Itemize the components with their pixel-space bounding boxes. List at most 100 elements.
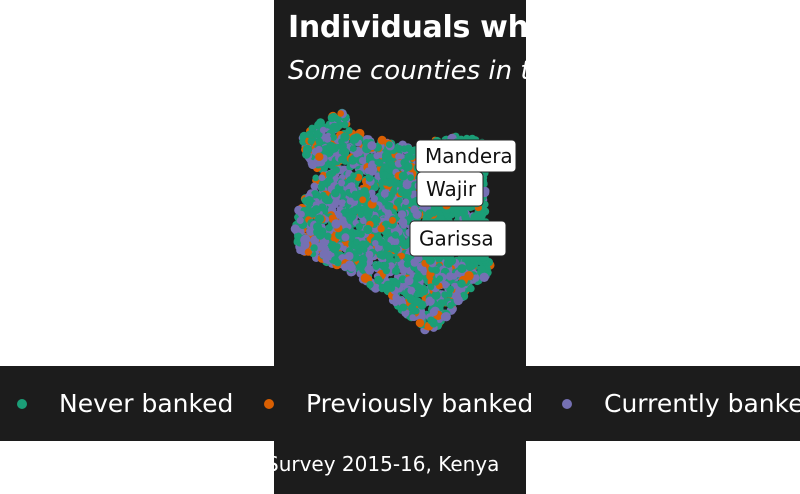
map-point	[404, 162, 413, 171]
legend-label-previously-banked: Previously banked	[306, 389, 534, 418]
map-point	[393, 198, 402, 207]
map-point	[341, 233, 350, 242]
map-point	[297, 210, 305, 218]
map-point	[368, 160, 377, 169]
map-point	[367, 141, 377, 151]
map-point	[339, 216, 347, 224]
map-point	[307, 137, 315, 145]
map-point	[373, 152, 381, 160]
map-point	[446, 291, 453, 298]
map-point	[415, 318, 425, 328]
map-point	[413, 272, 424, 282]
map-point	[372, 240, 379, 247]
map-point	[381, 262, 390, 270]
map-point	[420, 287, 429, 296]
map-point	[313, 222, 322, 232]
map-point	[430, 318, 438, 326]
map-point	[402, 180, 412, 190]
map-point	[391, 231, 400, 239]
map-point	[385, 141, 393, 149]
legend-item-previously-banked: Previously banked	[264, 366, 533, 441]
chart-caption: Survey 2015-16, Kenya	[274, 452, 500, 476]
map-point	[319, 126, 327, 134]
county-label-text: Wajir	[426, 177, 477, 201]
map-point	[338, 199, 347, 208]
map-point	[446, 285, 455, 294]
map-point	[350, 172, 357, 179]
map-point	[407, 286, 416, 295]
map-point	[425, 296, 435, 306]
map-point	[351, 190, 359, 198]
map-point	[365, 173, 374, 182]
map-point	[476, 211, 486, 221]
map-point	[464, 271, 474, 281]
map-point	[368, 189, 376, 197]
map-point	[380, 189, 389, 198]
map-point	[381, 178, 389, 186]
map-point	[353, 238, 360, 246]
map-point	[417, 300, 427, 310]
map-point	[361, 240, 370, 249]
map-point	[374, 275, 383, 285]
map-point	[410, 190, 419, 199]
legend: Never banked Previously banked Currently…	[0, 366, 800, 441]
map-point	[338, 138, 345, 145]
map-point	[372, 214, 379, 222]
map-point	[321, 195, 330, 204]
map-point	[459, 208, 469, 218]
map-point	[359, 196, 367, 204]
map-point	[341, 121, 349, 129]
map-point	[356, 261, 366, 271]
county-label-box	[409, 220, 507, 257]
map-point	[400, 239, 410, 250]
map-point	[323, 135, 332, 143]
map-point	[377, 135, 387, 145]
map-point	[337, 110, 344, 117]
map-point	[372, 263, 380, 270]
map-point	[308, 124, 316, 132]
map-point	[338, 179, 346, 187]
map-point	[332, 166, 340, 174]
map-point	[357, 211, 365, 218]
map-point	[330, 199, 339, 209]
county-label-box	[416, 171, 484, 207]
map-point	[370, 183, 379, 192]
map-point	[308, 160, 318, 170]
map-point	[324, 232, 332, 240]
map-point	[311, 205, 321, 215]
map-point	[377, 224, 385, 233]
map-point	[325, 170, 335, 179]
map-point	[342, 227, 350, 235]
map-point	[374, 244, 383, 252]
legend-item-currently-banked: Currently banke	[562, 366, 800, 441]
map-point	[346, 197, 354, 205]
map-point	[382, 241, 392, 251]
map-point	[382, 283, 393, 293]
map-point	[412, 282, 421, 291]
map-point	[357, 230, 365, 238]
map-point	[345, 127, 353, 135]
legend-label-never-banked: Never banked	[59, 389, 234, 418]
map-point	[330, 243, 340, 254]
map-point	[381, 163, 389, 171]
map-point	[329, 133, 337, 141]
map-point	[441, 291, 449, 299]
map-point	[318, 174, 326, 182]
map-point	[294, 232, 303, 241]
map-point	[366, 153, 375, 163]
map-point	[330, 113, 338, 120]
map-point	[296, 216, 304, 225]
map-point	[429, 307, 438, 317]
map-point	[477, 264, 486, 274]
map-point	[315, 145, 323, 153]
map-point	[331, 219, 341, 229]
map-point	[360, 217, 367, 225]
map-point	[315, 152, 324, 161]
county-label-garissa: Garissa	[409, 220, 507, 257]
map-point	[374, 158, 382, 166]
county-label-mandera: Mandera	[415, 139, 517, 173]
map-point	[325, 224, 333, 232]
map-point	[365, 250, 374, 259]
map-point	[312, 174, 320, 182]
map-point	[344, 251, 354, 261]
